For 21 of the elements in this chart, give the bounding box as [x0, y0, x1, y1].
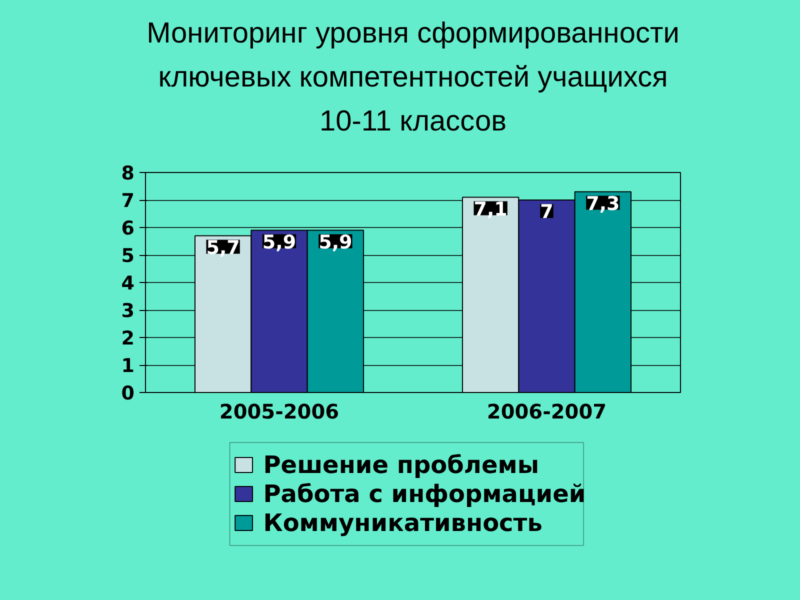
legend-label: Решение проблемы	[263, 451, 540, 479]
y-tick-label: 7	[121, 190, 135, 212]
data-label: 7,3	[586, 192, 620, 215]
data-label: 5,9	[262, 231, 296, 254]
data-label: 7	[540, 201, 554, 223]
y-tick-label: 4	[121, 272, 135, 294]
chart-title: Мониторинг уровня сформированности ключевых компетентностей учащихся 10-11 классов	[146, 18, 680, 138]
y-tick-label: 5	[121, 245, 135, 267]
y-tick-label: 3	[121, 300, 135, 322]
y-tick-label: 2	[121, 328, 135, 350]
data-label: 5,7	[206, 236, 240, 259]
data-label: 5,9	[318, 231, 352, 254]
x-tick-label: 2006-2007	[486, 400, 607, 424]
y-tick-label: 1	[121, 355, 135, 377]
legend-label: Коммуникативность	[263, 509, 542, 537]
y-tick-label: 6	[121, 218, 135, 240]
legend-label: Работа с информацией	[263, 480, 586, 508]
y-tick-label: 8	[121, 162, 135, 184]
data-label: 7,1	[474, 198, 508, 220]
y-tick-label: 0	[121, 382, 135, 404]
x-tick-label: 2005-2006	[219, 400, 340, 424]
